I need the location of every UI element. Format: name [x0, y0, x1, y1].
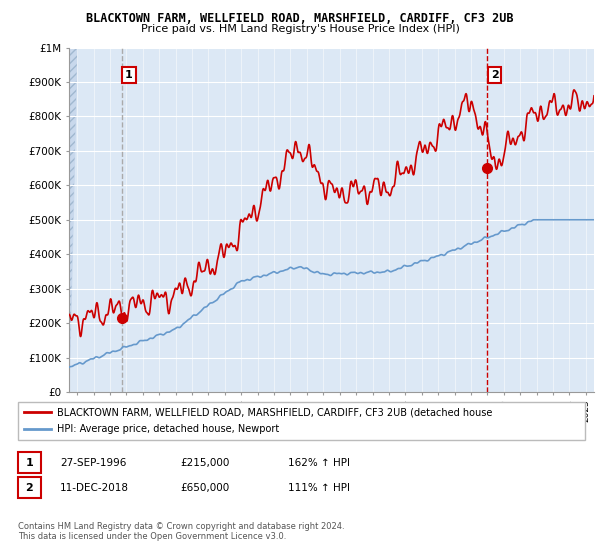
Text: HPI: Average price, detached house, Newport: HPI: Average price, detached house, Newp…: [57, 424, 279, 434]
Text: 1: 1: [125, 70, 133, 80]
Text: £215,000: £215,000: [180, 458, 229, 468]
Text: Price paid vs. HM Land Registry's House Price Index (HPI): Price paid vs. HM Land Registry's House …: [140, 24, 460, 34]
Text: 11-DEC-2018: 11-DEC-2018: [60, 483, 129, 493]
Text: BLACKTOWN FARM, WELLFIELD ROAD, MARSHFIELD, CARDIFF, CF3 2UB (detached house: BLACKTOWN FARM, WELLFIELD ROAD, MARSHFIE…: [57, 407, 493, 417]
Polygon shape: [69, 48, 77, 392]
Text: 27-SEP-1996: 27-SEP-1996: [60, 458, 127, 468]
Text: 162% ↑ HPI: 162% ↑ HPI: [288, 458, 350, 468]
Text: 1: 1: [26, 458, 33, 468]
Text: BLACKTOWN FARM, WELLFIELD ROAD, MARSHFIELD, CARDIFF, CF3 2UB: BLACKTOWN FARM, WELLFIELD ROAD, MARSHFIE…: [86, 12, 514, 25]
Text: 2: 2: [26, 483, 33, 493]
Text: £650,000: £650,000: [180, 483, 229, 493]
Text: Contains HM Land Registry data © Crown copyright and database right 2024.
This d: Contains HM Land Registry data © Crown c…: [18, 522, 344, 542]
Text: 111% ↑ HPI: 111% ↑ HPI: [288, 483, 350, 493]
Text: 2: 2: [491, 70, 499, 80]
